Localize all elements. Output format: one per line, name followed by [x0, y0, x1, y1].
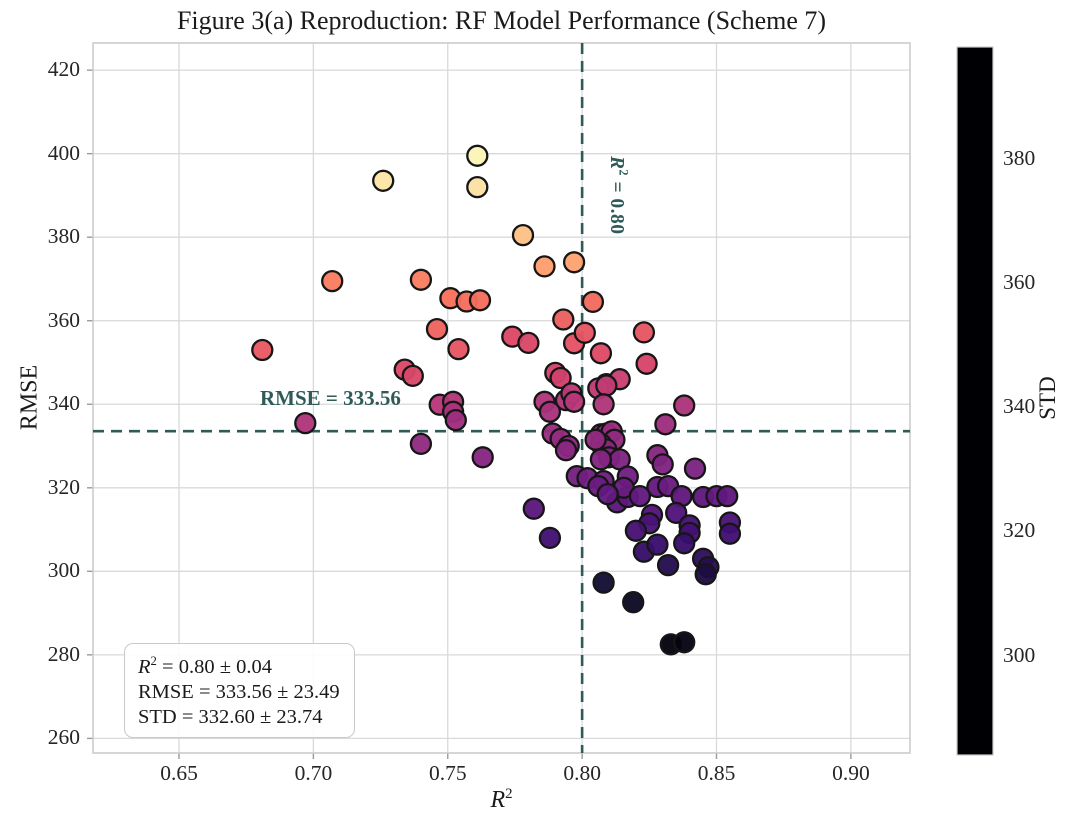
scatter-point [589, 342, 613, 365]
x-tick-label: 0.75 [428, 761, 467, 785]
y-tick-label: 300 [47, 558, 80, 583]
y-tick-label: 400 [47, 140, 80, 165]
crosshair-y-label: RMSE = 333.56 [260, 386, 401, 410]
x-tick-label: 0.80 [563, 761, 601, 785]
scatter-point [538, 526, 562, 550]
scatter-point [294, 411, 317, 435]
crosshair-x-label-value: = 0.80 [606, 176, 627, 235]
crosshair-x-label-symbol: R [606, 156, 627, 170]
scatter-point [592, 393, 615, 416]
scatter-point [673, 394, 696, 417]
stats-line-r2-value: = 0.80 ± 0.04 [156, 655, 272, 678]
y-tick-label: 380 [47, 224, 80, 249]
scatter-point [251, 338, 274, 362]
scatter-point [595, 374, 618, 397]
scatter-point [511, 223, 535, 247]
scatter-point [654, 413, 677, 436]
x-axis-label: R2 [93, 786, 910, 814]
scatter-point [584, 428, 607, 451]
stats-line-r2-symbol: R [138, 655, 151, 678]
scatter-point [409, 432, 433, 456]
x-tick-label: 0.90 [832, 761, 870, 785]
scatter-point [581, 290, 605, 314]
scatter-point [635, 352, 658, 375]
colorbar-tick-label: 380 [1003, 145, 1036, 170]
scatter-point [562, 390, 586, 413]
plot-border [92, 42, 911, 754]
figure-title: Figure 3(a) Reproduction: RF Model Perfo… [176, 6, 827, 35]
scatter-point [372, 169, 395, 192]
scatter-point [632, 321, 656, 344]
scatter-point [628, 484, 652, 508]
colorbar-tick-label: 300 [1003, 642, 1036, 667]
scatter-point [466, 144, 489, 167]
scatter-point [656, 553, 680, 577]
x-axis-label-exponent: 2 [505, 786, 513, 802]
y-tick-label: 280 [47, 641, 80, 666]
scatter-point [522, 497, 545, 520]
scatter-point [694, 563, 717, 586]
scatter-point [622, 591, 645, 614]
scatter-point [592, 571, 615, 594]
scatter-point [321, 269, 344, 293]
crosshair-x-label: R2 = 0.80 [605, 156, 631, 235]
scatter-point [554, 439, 578, 462]
scatter-point [444, 408, 467, 432]
scatter-point [466, 175, 489, 199]
scatter-point [468, 289, 492, 312]
x-tick-label: 0.85 [697, 761, 736, 785]
stats-line-std: STD = 332.60 ± 23.74 [138, 705, 323, 728]
scatter-point [673, 631, 696, 654]
scatter-point [573, 321, 596, 344]
scatter-point [425, 317, 449, 341]
scatter-point [447, 337, 470, 361]
scatter-point [589, 448, 613, 471]
crosshair-x-label-exponent: 2 [616, 169, 631, 177]
stats-line-r2: R2 = 0.80 ± 0.04 [138, 649, 340, 680]
scatter-point [401, 364, 424, 388]
y-tick-label: 260 [47, 725, 80, 750]
x-tick-label: 0.65 [160, 761, 198, 785]
x-tick-label: 0.70 [294, 761, 333, 785]
scatter-point [673, 532, 696, 555]
scatter-point [409, 268, 433, 291]
colorbar-tick-label: 320 [1003, 518, 1036, 543]
scatter-point [718, 522, 742, 545]
y-tick-label: 320 [47, 474, 80, 499]
y-tick-label: 360 [47, 307, 80, 332]
scatter-point [549, 366, 572, 390]
stats-line-rmse: RMSE = 333.56 ± 23.49 [138, 680, 340, 703]
y-tick-label: 340 [47, 391, 80, 416]
stats-annotation-box: R2 = 0.80 ± 0.04 RMSE = 333.56 ± 23.49 S… [124, 643, 355, 738]
y-tick-label: 420 [47, 57, 80, 82]
colorbar-tick-label: 360 [1003, 270, 1036, 294]
colorbar-tick-label: 340 [1003, 394, 1036, 419]
scatter-point [517, 331, 540, 355]
scatter-point [624, 519, 648, 542]
scatter-point [665, 501, 688, 525]
scatter-point [646, 533, 669, 556]
scatter-point [533, 255, 556, 278]
scatter-point [562, 251, 586, 274]
scatter-point [596, 482, 619, 506]
stats-line-r2-exponent: 2 [150, 654, 157, 668]
colorbar-label: STD [1035, 376, 1060, 420]
colorbar-gradient [956, 46, 994, 756]
scatter-point [716, 484, 739, 508]
scatter-point [538, 400, 562, 423]
x-axis-label-symbol: R [490, 787, 506, 813]
scatter-point [552, 308, 575, 331]
scatter-point [651, 453, 674, 476]
scatter-point [683, 457, 707, 480]
scatter-point [471, 446, 494, 469]
